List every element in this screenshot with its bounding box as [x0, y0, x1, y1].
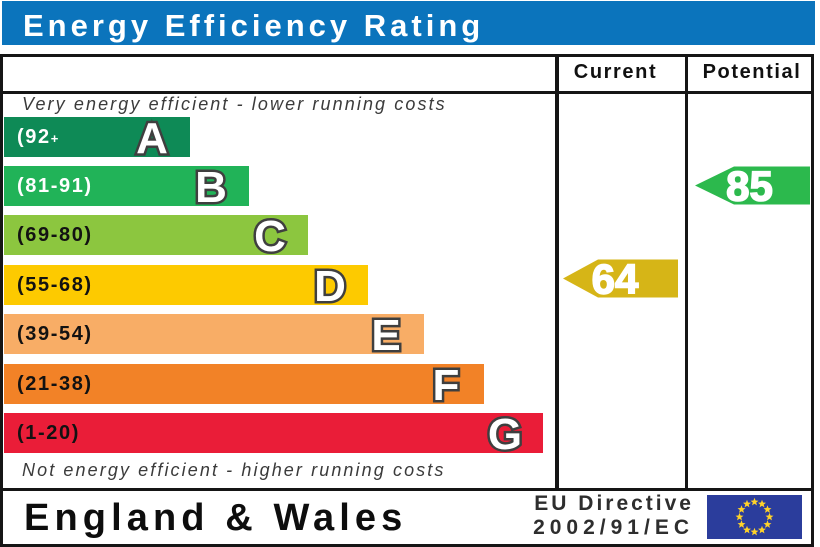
svg-text:A: A — [136, 117, 168, 161]
svg-text:E: E — [371, 314, 400, 358]
svg-text:G: G — [488, 413, 522, 457]
svg-text:C: C — [254, 215, 286, 259]
svg-text:F: F — [432, 364, 459, 408]
svg-text:64: 64 — [592, 259, 639, 298]
svg-text:85: 85 — [726, 166, 773, 205]
svg-text:B: B — [195, 166, 227, 210]
svg-text:D: D — [314, 265, 346, 309]
